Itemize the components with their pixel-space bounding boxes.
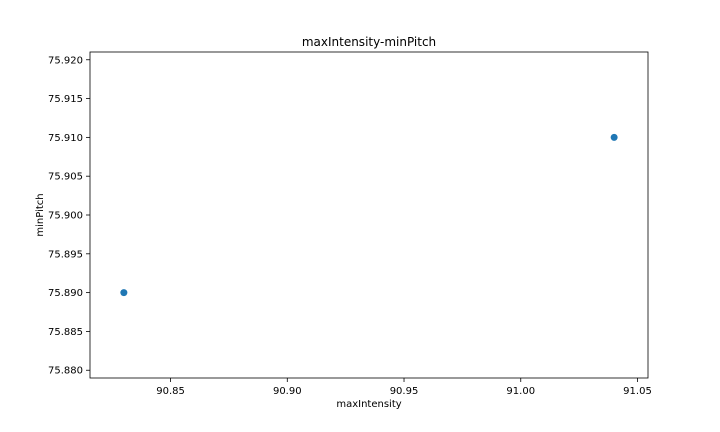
y-tick-label: 75.880 (48, 366, 83, 377)
y-tick-label: 75.895 (48, 249, 83, 260)
scatter-point (610, 133, 618, 141)
chart-title: maxIntensity-minPitch (302, 35, 436, 49)
y-tick-label: 75.885 (48, 327, 83, 338)
y-tick-label: 75.915 (48, 94, 83, 105)
y-tick-label: 75.900 (48, 211, 83, 222)
x-tick-label: 90.90 (273, 386, 302, 397)
x-tick-label: 91.00 (506, 386, 535, 397)
x-tick-label: 90.95 (390, 386, 419, 397)
y-tick-label: 75.910 (48, 133, 83, 144)
y-tick-label: 75.905 (48, 172, 83, 183)
x-axis-ticks: 90.85 90.90 90.95 91.00 91.05 (156, 378, 652, 397)
x-tick-label: 90.85 (156, 386, 185, 397)
plot-area (89, 51, 649, 379)
y-axis-label: minPitch (35, 193, 46, 236)
y-axis-ticks: 75.880 75.885 75.890 75.895 75.900 75.905 75.9… (48, 55, 90, 377)
x-axis-label: maxIntensity (336, 399, 401, 410)
x-tick-label: 91.05 (623, 386, 652, 397)
y-tick-label: 75.890 (48, 288, 83, 299)
y-tick-label: 75.920 (48, 55, 83, 66)
scatter-point (120, 289, 128, 297)
data-points (120, 133, 618, 297)
